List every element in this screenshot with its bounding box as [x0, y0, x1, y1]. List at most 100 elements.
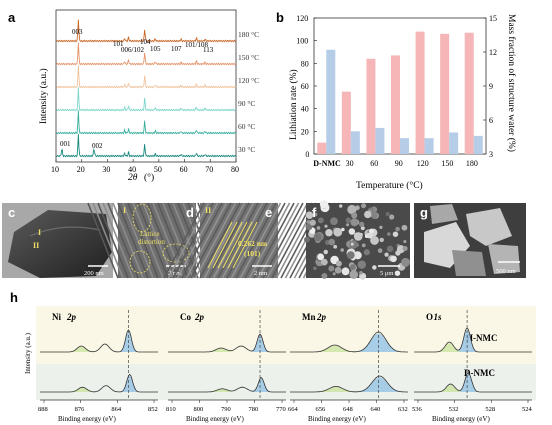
xps-3-tick-label-0: 536 [412, 406, 423, 413]
xrd-trace-label-3: 90 °C [238, 99, 255, 108]
xrd-tick-label-4: 50 [154, 165, 162, 174]
panel-f-particle-32 [385, 211, 390, 217]
panel-e-fringe-1 [167, 202, 210, 279]
panel-f-particle-52 [323, 249, 329, 255]
xrd-peak-label-3: 104 [140, 38, 151, 46]
panel-f-particle-107 [392, 231, 399, 237]
panel-d-fringe-4 [107, 202, 139, 279]
panel-h-row-bottom-bg [36, 364, 536, 400]
panel-e-marker-line-2 [217, 221, 243, 269]
panel-e-marker-line-4 [227, 221, 253, 269]
panel-h-row-label-bottom: D-NMC [464, 368, 495, 378]
panel-h-xps: Intensity (a.u.) H-NMC D-NMC Ni 2p 888 876 8… [24, 306, 536, 423]
xps-1-top-fit-main [168, 335, 286, 352]
xrd-peak-label-5: 107 [171, 45, 182, 53]
xps-2-tick-label-4: 632 [398, 406, 408, 413]
xps-1-tick-label-3: 780 [249, 406, 259, 413]
panel-f-particle-26 [305, 211, 314, 220]
xps-3-element: O [426, 312, 433, 322]
panel-f-particles [304, 200, 411, 280]
panel-d-annotation-2: distortion [138, 238, 165, 246]
panel-e-fringe-3 [176, 202, 219, 279]
bar-right-tick-label-4: 15 [489, 14, 497, 23]
panel-e-fringe-11 [212, 202, 255, 279]
xps-3-tick-label-2: 528 [485, 406, 495, 413]
panel-f-particle-11 [328, 265, 335, 272]
panel-f-particle-95 [395, 250, 401, 256]
panel-e-fringe-10 [208, 202, 250, 279]
panel-f-particle-79 [328, 238, 336, 246]
bar-category-2: 60 [370, 159, 378, 168]
bar-right-tick-label-2: 9 [489, 82, 493, 91]
panel-e-label: e [265, 205, 272, 220]
bar-water-1 [350, 131, 360, 154]
panel-d-marker: I [123, 206, 126, 215]
panel-b-xlabel: Temperature (°C) [356, 180, 423, 191]
panel-f-particle-49 [370, 211, 378, 219]
panel-d-fringe-10 [137, 202, 169, 279]
panel-e-fringe-17 [239, 202, 282, 279]
panel-f-particle-104 [346, 251, 355, 260]
xps-2-element: Mn [302, 312, 316, 322]
bar-category-1: 30 [346, 159, 354, 168]
panel-c-region-1: I [38, 228, 41, 237]
panel-g-label: g [420, 205, 428, 220]
bar-left-ticks: 0 20 40 60 80 100 120 [296, 14, 317, 159]
panel-g-crystal-3 [488, 244, 520, 274]
xps-3-xlabel: Binding energy (eV) [432, 415, 490, 423]
panel-d-label: d [186, 205, 194, 220]
xrd-trace-4 [56, 110, 237, 135]
panel-f-particle-99 [384, 252, 389, 257]
bar-left-tick-label-2: 40 [301, 105, 309, 114]
panel-b-ylabel-right: Mass fraction of structure water (%) [506, 14, 517, 152]
panel-g-scale: 500 nm [496, 268, 516, 275]
panel-f-particle-38 [324, 224, 328, 228]
panel-a-frame [55, 9, 237, 163]
panel-f-particle-74 [349, 264, 356, 270]
panel-c-scale: 200 nm [84, 270, 104, 277]
panel-f-particle-97 [366, 232, 373, 239]
panel-d-circle-3 [129, 250, 151, 274]
panel-f-particle-57 [339, 204, 343, 208]
xps-3-top-fit-sat [414, 343, 532, 352]
panel-f-particle-27 [372, 265, 377, 270]
bar-lithiation-1 [341, 91, 351, 154]
xps-0-bottom-envelope [40, 373, 158, 393]
xrd-trace-label-1: 150 °C [238, 53, 259, 62]
xps-2-xlabel: Binding energy (eV) [308, 415, 366, 423]
xps-0-xlabel: Binding energy (eV) [58, 415, 116, 423]
panel-e-fringe-9 [203, 202, 246, 279]
bar-left-tick-label-0: 0 [305, 150, 309, 159]
bar-left-tick-label-3: 60 [301, 82, 309, 91]
panel-f-particle-54 [389, 214, 395, 220]
xps-1-bottom-fit-sat [168, 389, 286, 392]
panel-f-particle-87 [368, 228, 374, 234]
xrd-trace-label-0: 180 °C [238, 30, 259, 39]
panel-e-fringe-8 [199, 202, 241, 279]
panel-d-circle-2 [162, 243, 190, 263]
bar-water-2 [375, 127, 385, 154]
panel-e-d-spacing: 0.262 nm [238, 239, 268, 248]
panel-e-marker-line-0 [207, 221, 233, 269]
panel-f-particle-108 [321, 258, 328, 266]
panel-f-particle-13 [317, 217, 324, 224]
xrd-peak-label-7: 113 [203, 46, 214, 54]
xrd-peak-label-6: 101/108 [185, 41, 208, 49]
xrd-tick-label-0: 10 [51, 165, 59, 174]
xps-1-element: Co [180, 312, 191, 322]
panel-e-scale: 2 nm [254, 270, 267, 277]
panel-f-particle-15 [401, 224, 408, 231]
panel-f-particle-10 [341, 227, 345, 232]
panel-h-ylabel: Intensity (a.u.) [24, 332, 32, 374]
panel-f-particle-51 [403, 239, 407, 244]
xps-2-tick-label-3: 640 [371, 406, 381, 413]
panel-c-label: c [8, 205, 15, 220]
xps-2-orbital: 2p [316, 312, 327, 322]
panel-f-particle-36 [377, 248, 383, 254]
xps-1-tick-label-4: 770 [276, 406, 286, 413]
panel-b-ylabel-left: Lithiation rate (%) [288, 69, 299, 140]
panel-c-edge [29, 226, 101, 237]
panel-h-row-label-top: H-NMC [466, 333, 498, 343]
